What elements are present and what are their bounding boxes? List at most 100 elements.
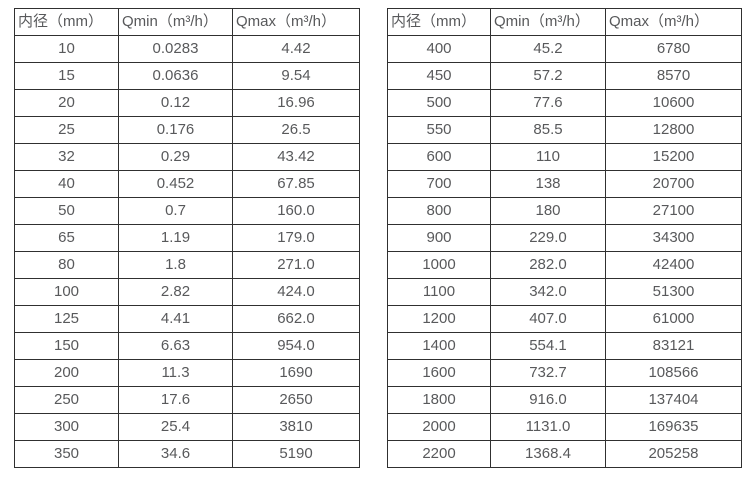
- table-cell: 15200: [605, 143, 742, 171]
- table-cell: 57.2: [490, 62, 606, 90]
- table-row: 40 0.452 67.85: [14, 170, 360, 198]
- table-cell: 1800: [387, 386, 491, 414]
- table-cell: 900: [387, 224, 491, 252]
- table-cell: 0.452: [118, 170, 233, 198]
- table-cell: 20: [14, 89, 119, 117]
- table-cell: 25: [14, 116, 119, 144]
- header-inner-diameter: 内径（mm）: [14, 8, 119, 36]
- table-row: 65 1.19 179.0: [14, 224, 360, 252]
- table-cell: 250: [14, 386, 119, 414]
- table-cell: 200: [14, 359, 119, 387]
- table-cell: 50: [14, 197, 119, 225]
- table-cell: 150: [14, 332, 119, 360]
- table-cell: 0.12: [118, 89, 233, 117]
- table-cell: 65: [14, 224, 119, 252]
- table-cell: 34300: [605, 224, 742, 252]
- table-cell: 137404: [605, 386, 742, 414]
- table-cell: 34.6: [118, 440, 233, 468]
- table-cell: 61000: [605, 305, 742, 333]
- table-cell: 15: [14, 62, 119, 90]
- table-cell: 83121: [605, 332, 742, 360]
- table-cell: 160.0: [232, 197, 360, 225]
- table-cell: 16.96: [232, 89, 360, 117]
- table-row: 80 1.8 271.0: [14, 251, 360, 279]
- header-qmin: Qmin（m³/h）: [490, 8, 606, 36]
- table-cell: 1000: [387, 251, 491, 279]
- table-row: 250 17.6 2650: [14, 386, 360, 414]
- table-row: 550 85.5 12800: [387, 116, 742, 144]
- table-cell: 0.7: [118, 197, 233, 225]
- table-cell: 17.6: [118, 386, 233, 414]
- table-cell: 4.42: [232, 35, 360, 63]
- table-cell: 12800: [605, 116, 742, 144]
- table-row: 15 0.0636 9.54: [14, 62, 360, 90]
- table-row: 32 0.29 43.42: [14, 143, 360, 171]
- table-cell: 1131.0: [490, 413, 606, 441]
- table-cell: 0.176: [118, 116, 233, 144]
- table-cell: 10600: [605, 89, 742, 117]
- table-cell: 424.0: [232, 278, 360, 306]
- table-cell: 138: [490, 170, 606, 198]
- table-row: 125 4.41 662.0: [14, 305, 360, 333]
- table-cell: 229.0: [490, 224, 606, 252]
- header-qmax: Qmax（m³/h）: [232, 8, 360, 36]
- table-cell: 8570: [605, 62, 742, 90]
- table-cell: 9.54: [232, 62, 360, 90]
- table-row: 1600 732.7 108566: [387, 359, 742, 387]
- table-cell: 954.0: [232, 332, 360, 360]
- table-row: 20 0.12 16.96: [14, 89, 360, 117]
- table-row: 1200 407.0 61000: [387, 305, 742, 333]
- table-cell: 179.0: [232, 224, 360, 252]
- table-cell: 77.6: [490, 89, 606, 117]
- table-cell: 26.5: [232, 116, 360, 144]
- table-row: 500 77.6 10600: [387, 89, 742, 117]
- table-cell: 550: [387, 116, 491, 144]
- table-header-row: 内径（mm） Qmin（m³/h） Qmax（m³/h）: [14, 8, 360, 36]
- table-cell: 916.0: [490, 386, 606, 414]
- table-row: 2200 1368.4 205258: [387, 440, 742, 468]
- header-qmin: Qmin（m³/h）: [118, 8, 233, 36]
- table-cell: 554.1: [490, 332, 606, 360]
- table-cell: 85.5: [490, 116, 606, 144]
- table-cell: 282.0: [490, 251, 606, 279]
- flow-spec-table-small-diameters: 内径（mm） Qmin（m³/h） Qmax（m³/h） 10 0.0283 4.4…: [14, 8, 360, 468]
- table-cell: 662.0: [232, 305, 360, 333]
- table-row: 450 57.2 8570: [387, 62, 742, 90]
- table-cell: 67.85: [232, 170, 360, 198]
- table-cell: 2.82: [118, 278, 233, 306]
- table-row: 900 229.0 34300: [387, 224, 742, 252]
- table-cell: 500: [387, 89, 491, 117]
- table-cell: 0.0283: [118, 35, 233, 63]
- table-cell: 20700: [605, 170, 742, 198]
- table-row: 1000 282.0 42400: [387, 251, 742, 279]
- table-cell: 205258: [605, 440, 742, 468]
- table-cell: 2200: [387, 440, 491, 468]
- table-cell: 108566: [605, 359, 742, 387]
- table-cell: 110: [490, 143, 606, 171]
- table-cell: 1600: [387, 359, 491, 387]
- table-cell: 2000: [387, 413, 491, 441]
- table-cell: 1100: [387, 278, 491, 306]
- table-row: 150 6.63 954.0: [14, 332, 360, 360]
- table-cell: 271.0: [232, 251, 360, 279]
- table-cell: 1368.4: [490, 440, 606, 468]
- table-row: 50 0.7 160.0: [14, 197, 360, 225]
- table-cell: 5190: [232, 440, 360, 468]
- table-row: 10 0.0283 4.42: [14, 35, 360, 63]
- table-row: 25 0.176 26.5: [14, 116, 360, 144]
- table-cell: 32: [14, 143, 119, 171]
- table-cell: 51300: [605, 278, 742, 306]
- table-cell: 407.0: [490, 305, 606, 333]
- table-row: 300 25.4 3810: [14, 413, 360, 441]
- table-cell: 342.0: [490, 278, 606, 306]
- table-cell: 600: [387, 143, 491, 171]
- table-row: 2000 1131.0 169635: [387, 413, 742, 441]
- table-row: 200 11.3 1690: [14, 359, 360, 387]
- table-row: 1100 342.0 51300: [387, 278, 742, 306]
- table-cell: 1690: [232, 359, 360, 387]
- table-cell: 450: [387, 62, 491, 90]
- table-cell: 25.4: [118, 413, 233, 441]
- table-cell: 1200: [387, 305, 491, 333]
- table-cell: 6780: [605, 35, 742, 63]
- table-row: 400 45.2 6780: [387, 35, 742, 63]
